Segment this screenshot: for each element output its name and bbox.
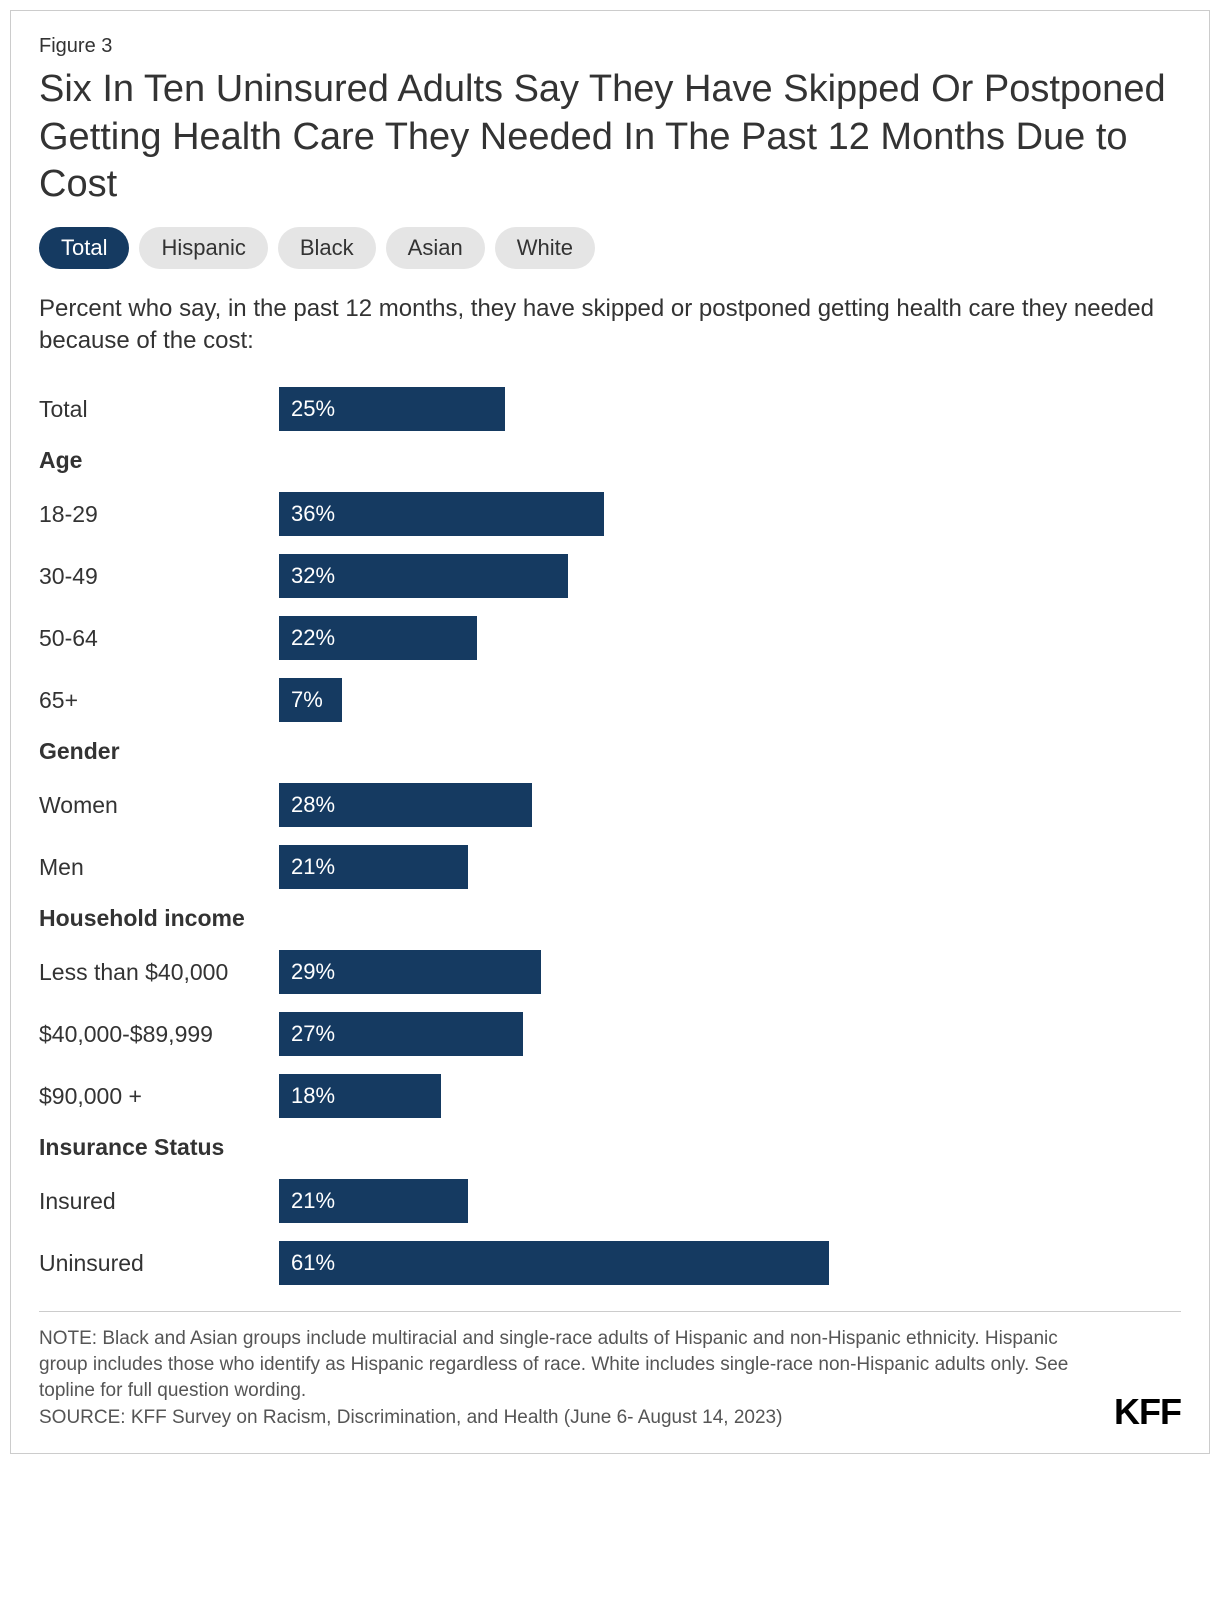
bar: 18% — [279, 1074, 441, 1118]
bar-track: 27% — [279, 1012, 1181, 1056]
tab-asian[interactable]: Asian — [386, 227, 485, 269]
tab-white[interactable]: White — [495, 227, 595, 269]
chart-row: 50-6422% — [39, 614, 1181, 662]
chart-row: $90,000 +18% — [39, 1072, 1181, 1120]
chart-row: Less than $40,00029% — [39, 948, 1181, 996]
bar: 29% — [279, 950, 541, 994]
bar: 21% — [279, 1179, 468, 1223]
row-label: 30-49 — [39, 563, 279, 590]
bar: 32% — [279, 554, 568, 598]
tab-total[interactable]: Total — [39, 227, 129, 269]
row-label: $90,000 + — [39, 1083, 279, 1110]
bar: 7% — [279, 678, 342, 722]
bar-track: 25% — [279, 387, 1181, 431]
tab-black[interactable]: Black — [278, 227, 376, 269]
row-label: 65+ — [39, 687, 279, 714]
chart-row: 65+7% — [39, 676, 1181, 724]
chart-row: Women28% — [39, 781, 1181, 829]
bar-track: 22% — [279, 616, 1181, 660]
row-label: Insured — [39, 1188, 279, 1215]
kff-logo: KFF — [1114, 1391, 1181, 1433]
chart-row: Men21% — [39, 843, 1181, 891]
bar-track: 21% — [279, 1179, 1181, 1223]
row-label: Less than $40,000 — [39, 959, 279, 986]
bar-track: 7% — [279, 678, 1181, 722]
chart-row: Insured21% — [39, 1177, 1181, 1225]
bar-track: 21% — [279, 845, 1181, 889]
footer: NOTE: Black and Asian groups include mul… — [39, 1311, 1181, 1433]
bar-track: 18% — [279, 1074, 1181, 1118]
chart-row: Uninsured61% — [39, 1239, 1181, 1287]
row-label: Women — [39, 792, 279, 819]
group-header: Gender — [39, 738, 1181, 765]
bar-track: 29% — [279, 950, 1181, 994]
group-header: Household income — [39, 905, 1181, 932]
footer-note: NOTE: Black and Asian groups include mul… — [39, 1326, 1094, 1403]
chart-row: Total25% — [39, 385, 1181, 433]
figure-label: Figure 3 — [39, 35, 1181, 58]
bar: 28% — [279, 783, 532, 827]
group-header: Age — [39, 447, 1181, 474]
bar-track: 61% — [279, 1241, 1181, 1285]
bar-track: 36% — [279, 492, 1181, 536]
bar: 36% — [279, 492, 604, 536]
chart-row: 18-2936% — [39, 490, 1181, 538]
tab-hispanic[interactable]: Hispanic — [139, 227, 267, 269]
row-label: Total — [39, 396, 279, 423]
bar: 27% — [279, 1012, 523, 1056]
bar: 25% — [279, 387, 505, 431]
bar: 22% — [279, 616, 477, 660]
footer-source: SOURCE: KFF Survey on Racism, Discrimina… — [39, 1405, 1094, 1431]
tabs: TotalHispanic BlackAsianWhite — [39, 227, 1181, 269]
group-header: Insurance Status — [39, 1134, 1181, 1161]
row-label: $40,000-$89,999 — [39, 1021, 279, 1048]
row-label: 18-29 — [39, 501, 279, 528]
bar-chart: Total25%Age18-2936%30-4932%50-6422%65+7%… — [39, 385, 1181, 1287]
bar: 61% — [279, 1241, 829, 1285]
chart-subtitle: Percent who say, in the past 12 months, … — [39, 293, 1181, 358]
bar-track: 32% — [279, 554, 1181, 598]
bar: 21% — [279, 845, 468, 889]
chart-row: $40,000-$89,99927% — [39, 1010, 1181, 1058]
chart-row: 30-4932% — [39, 552, 1181, 600]
row-label: 50-64 — [39, 625, 279, 652]
bar-track: 28% — [279, 783, 1181, 827]
row-label: Men — [39, 854, 279, 881]
row-label: Uninsured — [39, 1250, 279, 1277]
figure-container: Figure 3 Six In Ten Uninsured Adults Say… — [10, 10, 1210, 1454]
chart-title: Six In Ten Uninsured Adults Say They Hav… — [39, 66, 1181, 209]
footer-text: NOTE: Black and Asian groups include mul… — [39, 1326, 1094, 1433]
